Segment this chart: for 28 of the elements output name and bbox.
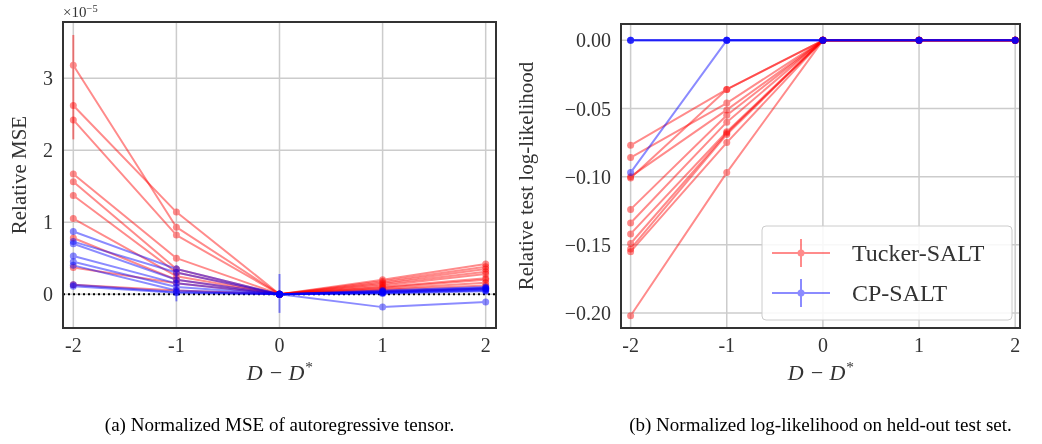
legend-label: CP-SALT [852,280,948,307]
text: (a) Normalized MSE of autoregressive tensor. [104,414,455,436]
y-axis-title: Relative test log-likelihood [514,61,538,291]
x-tick-label: 0 [817,334,828,356]
x-axis-title: D − D$^{*}$ [786,357,854,385]
y-axis-title: Relative MSE [7,115,31,235]
y-tick-label: −0.15 [564,233,611,256]
legend-label: Tucker-SALT [852,240,985,267]
x-tick-label: 1 [914,334,925,356]
y-tick-label: 0.00 [576,29,611,52]
y-tick-label: 0 [43,283,53,306]
x-tick-label: -1 [718,334,736,356]
x-tick-label: -1 [168,334,185,356]
text: ×10$^{−5}$ [63,2,98,20]
y-tick-label: −0.05 [564,97,611,120]
x-tick-label: 0 [274,334,285,356]
y-tick-label: −0.20 [564,302,611,324]
y-tick-label: 3 [43,67,53,90]
y-tick-label: 2 [43,139,53,162]
x-axis-title: D − D$^{*}$ [245,357,313,385]
y-tick-label: 1 [43,211,53,234]
x-tick-label: 1 [377,334,388,356]
x-tick-label: 2 [480,334,491,356]
x-tick-label: 2 [1010,334,1021,356]
text: (b) Normalized log-likelihood on held-out test set. [629,414,1012,436]
x-tick-label: -2 [622,334,639,356]
y-tick-label: −0.10 [564,165,611,188]
x-tick-label: -2 [64,334,82,356]
